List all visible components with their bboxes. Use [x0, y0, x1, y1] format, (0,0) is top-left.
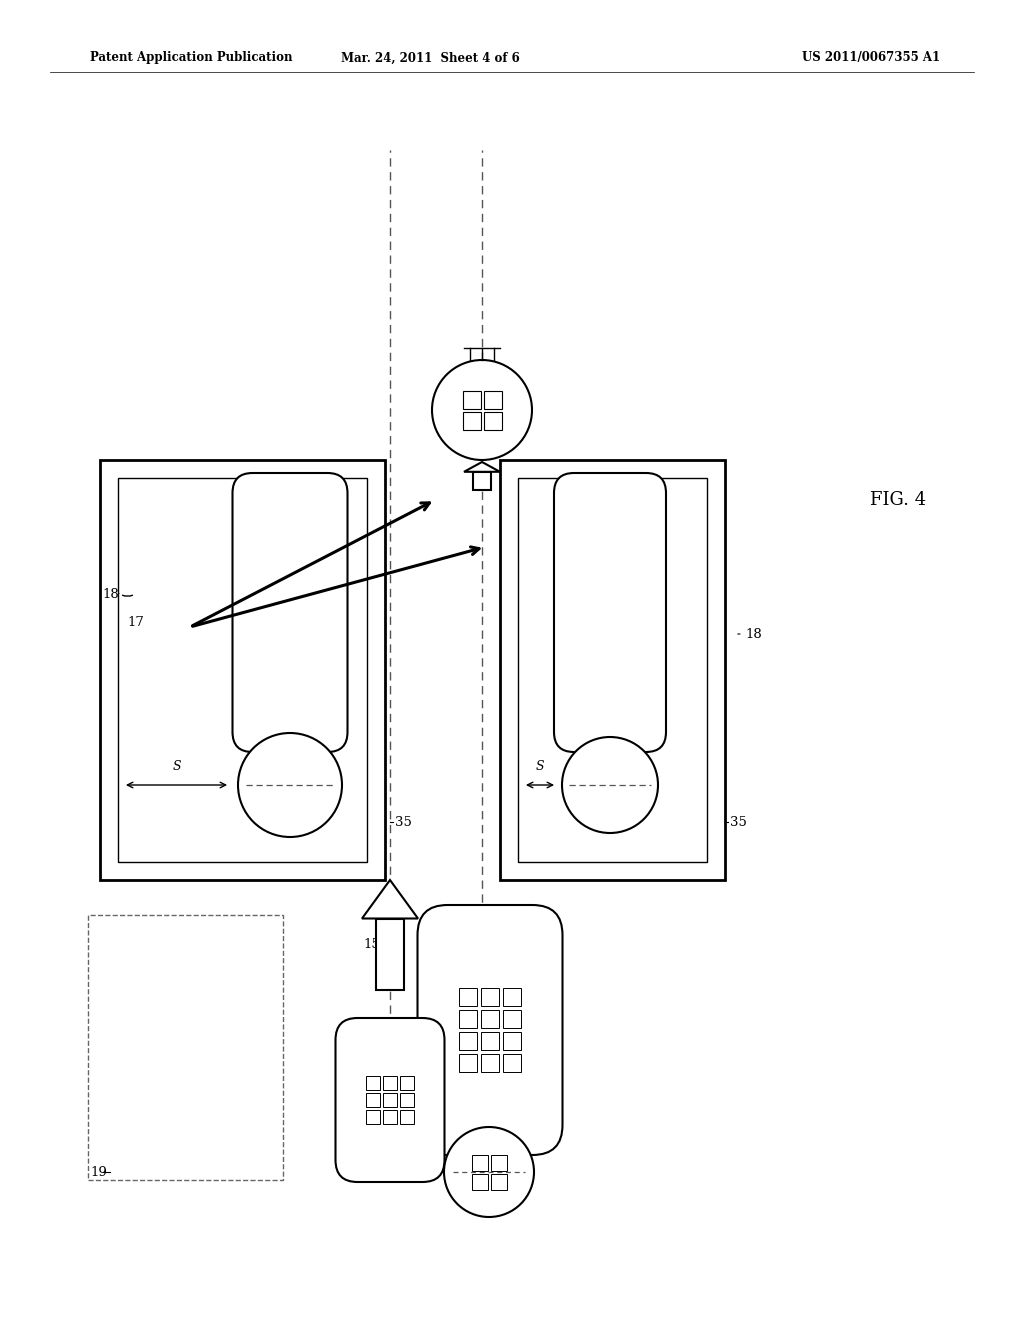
Bar — [383, 1076, 397, 1090]
Text: 20: 20 — [300, 673, 316, 686]
Text: 15: 15 — [362, 939, 380, 952]
Text: 35: 35 — [730, 816, 746, 829]
Bar — [471, 1155, 487, 1171]
Circle shape — [432, 360, 532, 459]
Text: US 2011/0067355 A1: US 2011/0067355 A1 — [802, 51, 940, 65]
Bar — [500, 459, 725, 880]
Ellipse shape — [238, 733, 342, 837]
Bar — [88, 915, 283, 1180]
Bar — [503, 1053, 521, 1072]
Bar — [463, 412, 480, 429]
FancyBboxPatch shape — [418, 906, 562, 1155]
Bar — [481, 987, 499, 1006]
Bar — [503, 1032, 521, 1049]
Bar — [459, 1032, 477, 1049]
Bar — [473, 471, 490, 490]
Text: FIG. 4: FIG. 4 — [870, 491, 926, 510]
Bar — [483, 412, 502, 429]
Bar — [118, 478, 367, 862]
Bar — [503, 1010, 521, 1028]
Bar — [376, 919, 404, 990]
FancyBboxPatch shape — [554, 473, 666, 752]
Bar — [366, 1093, 380, 1107]
Text: S: S — [172, 760, 181, 774]
Bar — [518, 478, 707, 862]
Bar — [459, 987, 477, 1006]
Bar — [481, 1032, 499, 1049]
Text: S: S — [536, 760, 545, 774]
Bar — [383, 1110, 397, 1125]
Bar — [490, 1155, 507, 1171]
Text: 18: 18 — [745, 627, 762, 640]
FancyBboxPatch shape — [232, 473, 347, 752]
Text: Mar. 24, 2011  Sheet 4 of 6: Mar. 24, 2011 Sheet 4 of 6 — [341, 51, 519, 65]
Bar — [400, 1093, 414, 1107]
Bar — [366, 1076, 380, 1090]
Bar — [459, 1010, 477, 1028]
Bar — [471, 1173, 487, 1189]
FancyBboxPatch shape — [336, 1018, 444, 1181]
Bar — [400, 1110, 414, 1125]
Polygon shape — [464, 462, 500, 471]
Bar — [503, 987, 521, 1006]
Text: 18: 18 — [102, 587, 119, 601]
Bar — [463, 391, 480, 408]
Text: Patent Application Publication: Patent Application Publication — [90, 51, 293, 65]
Bar — [459, 1053, 477, 1072]
Text: 5: 5 — [494, 1138, 503, 1151]
Text: 19: 19 — [90, 1166, 106, 1179]
Bar — [481, 1010, 499, 1028]
Ellipse shape — [562, 737, 658, 833]
Text: 17: 17 — [127, 615, 144, 628]
Bar — [100, 459, 385, 880]
Circle shape — [444, 1127, 534, 1217]
Bar — [383, 1093, 397, 1107]
Bar — [400, 1076, 414, 1090]
Bar — [490, 1173, 507, 1189]
Bar — [481, 1053, 499, 1072]
Polygon shape — [362, 880, 418, 919]
Text: 10: 10 — [523, 1034, 540, 1047]
Bar — [483, 391, 502, 408]
Bar — [366, 1110, 380, 1125]
Text: 35: 35 — [395, 816, 412, 829]
